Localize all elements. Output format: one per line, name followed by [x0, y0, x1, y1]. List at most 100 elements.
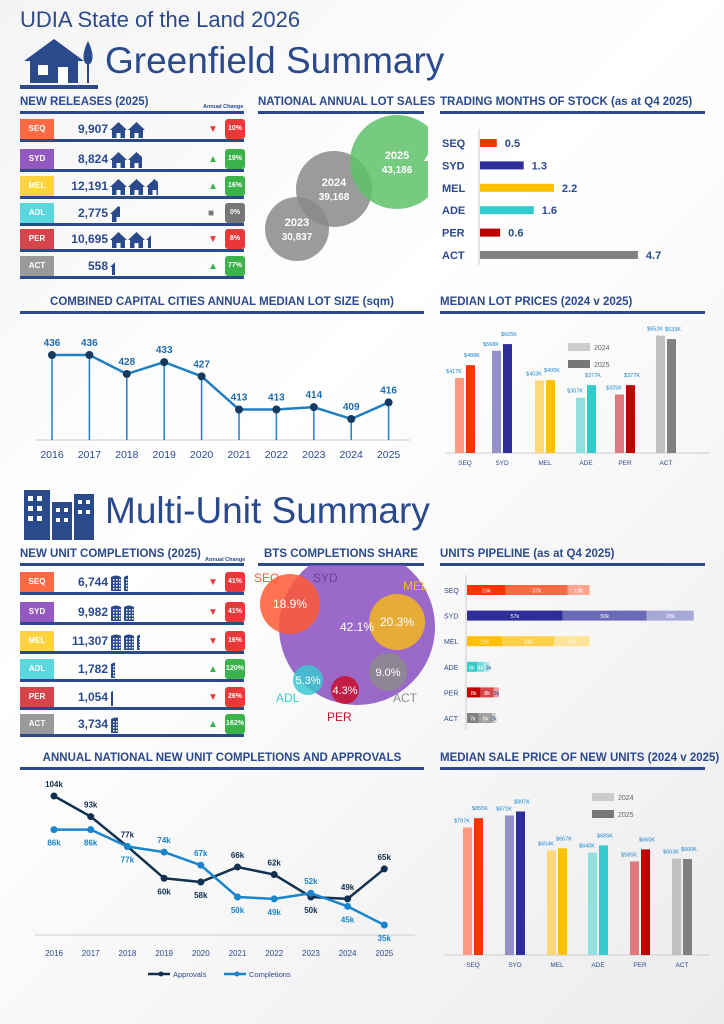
x-tick-label: PER — [633, 962, 647, 969]
building-icon — [111, 605, 121, 621]
bar-2024 — [505, 815, 514, 955]
data-label: 433 — [156, 345, 173, 356]
pipeline-segment — [554, 636, 590, 647]
value: 1,782 — [77, 662, 108, 676]
bar-label: 1.6 — [542, 205, 557, 217]
bar-2025 — [683, 859, 692, 955]
x-tick-label: 2016 — [40, 449, 64, 461]
data-label: 65k — [378, 853, 392, 862]
lot-prices-chart: $417K $488K SEQ $568K$605K SYD $403K$405K MEL $… — [445, 327, 710, 467]
change-badge: 16% — [225, 176, 245, 196]
segment-label: 8k — [484, 691, 490, 697]
data-point — [380, 865, 388, 873]
change-badge: 41% — [225, 572, 245, 592]
data-label: 58k — [194, 891, 208, 900]
data-point — [197, 861, 205, 869]
pipeline-title: UNITS PIPELINE (as at Q4 2025) — [440, 548, 705, 566]
building-icon — [111, 662, 115, 678]
house-icon — [128, 232, 145, 248]
bar-2025 — [516, 811, 525, 955]
region-tag: SYD — [20, 149, 54, 169]
bar-value-label: $605K — [501, 332, 517, 338]
x-tick-label: ACT — [676, 962, 689, 969]
region-label: PER — [327, 710, 352, 724]
lot-prices-title: MEDIAN LOT PRICES (2024 v 2025) — [440, 296, 705, 314]
pipeline-segment — [477, 661, 484, 672]
pipeline-segment — [467, 585, 506, 595]
stock-bar — [480, 228, 501, 237]
region-label: ADE — [442, 205, 465, 217]
change-badge: 77% — [225, 256, 245, 276]
bar-2025 — [667, 339, 676, 453]
pipeline-segment — [505, 585, 568, 595]
table-row: SYD 8,824 ▲ 19% — [20, 148, 245, 172]
bar-value-label: $488K — [464, 353, 480, 359]
legend-marker — [158, 971, 164, 977]
bubble-act — [369, 653, 407, 691]
data-point — [197, 372, 206, 381]
value: 8,824 — [77, 152, 108, 166]
legend-swatch — [592, 810, 614, 818]
region-label: SEQ — [254, 571, 279, 585]
x-tick-label: 2019 — [155, 949, 173, 958]
segment-label: 4k — [478, 665, 484, 671]
bar-label: 2.2 — [562, 183, 577, 195]
triangle-down-icon: ▼ — [208, 636, 218, 647]
pipeline-segment — [467, 636, 503, 647]
icon-group — [110, 689, 113, 707]
triangle-down-icon: ▼ — [208, 124, 218, 135]
data-point — [309, 403, 318, 412]
greenfield-title: Greenfield Summary — [105, 40, 445, 81]
value: 6,744 — [77, 575, 108, 589]
bubble-value: 43,186 — [382, 165, 413, 176]
house-icon — [128, 122, 145, 138]
value: 1,054 — [77, 690, 108, 704]
bar-value-label: $600K — [681, 847, 697, 853]
house-icon — [146, 235, 152, 248]
data-point — [87, 813, 95, 821]
x-tick-label: 2024 — [339, 949, 357, 958]
x-tick-label: 2021 — [229, 949, 247, 958]
stock-bar — [480, 161, 524, 170]
bubble-year: 2024 — [322, 177, 347, 189]
data-label: 104k — [45, 780, 63, 789]
data-label: 77k — [121, 830, 135, 839]
x-tick-label: SEQ — [458, 460, 472, 467]
region-tag: SEQ — [20, 572, 54, 592]
data-label: 77k — [121, 855, 135, 864]
region-tag: ACT — [20, 714, 54, 734]
bar-value-label: $417K — [446, 369, 462, 375]
bar-label: 0.6 — [508, 228, 523, 240]
legend-swatch — [592, 793, 614, 801]
triangle-up-icon: ▲ — [208, 664, 218, 675]
bar-2025 — [558, 848, 567, 955]
bts-title: BTS COMPLETIONS SHARE — [258, 548, 424, 566]
x-tick-label: ADE — [579, 460, 593, 467]
segment-label: 8k — [483, 717, 489, 723]
region-label: SYD — [313, 571, 338, 585]
region-label: ACT — [393, 691, 418, 705]
share-label: 4.3% — [332, 685, 357, 697]
x-tick-label: MEL — [538, 460, 552, 467]
segment-label: 13k — [574, 589, 583, 595]
value: 9,907 — [77, 122, 108, 136]
region-tag: MEL — [20, 176, 54, 196]
triangle-up-icon: ▲ — [208, 719, 218, 730]
unit-prices-chart: $797K$855K SEQ $872K$897K SYD $654K$667K MEL $… — [445, 793, 710, 969]
pipeline-segment — [467, 687, 481, 698]
value: 11,307 — [71, 634, 108, 648]
bar-value-label: $405K — [544, 368, 560, 374]
lot-size-chart: 436 2016 436 2017 428 2018 433 2019 427 2020 413 20… — [35, 338, 410, 461]
change-badge: 26% — [225, 687, 245, 707]
data-label: 409 — [343, 402, 360, 413]
bar-value-label: $660K — [639, 837, 655, 843]
data-point — [272, 405, 281, 414]
legend-marker — [234, 971, 240, 977]
data-label: 35k — [378, 934, 392, 943]
pipeline-segment — [467, 610, 563, 621]
bar-2024 — [492, 350, 501, 453]
data-point — [234, 863, 241, 871]
data-label: 60k — [157, 887, 171, 896]
value: 9,982 — [77, 605, 108, 619]
bar-value-label: $377K — [624, 373, 640, 379]
